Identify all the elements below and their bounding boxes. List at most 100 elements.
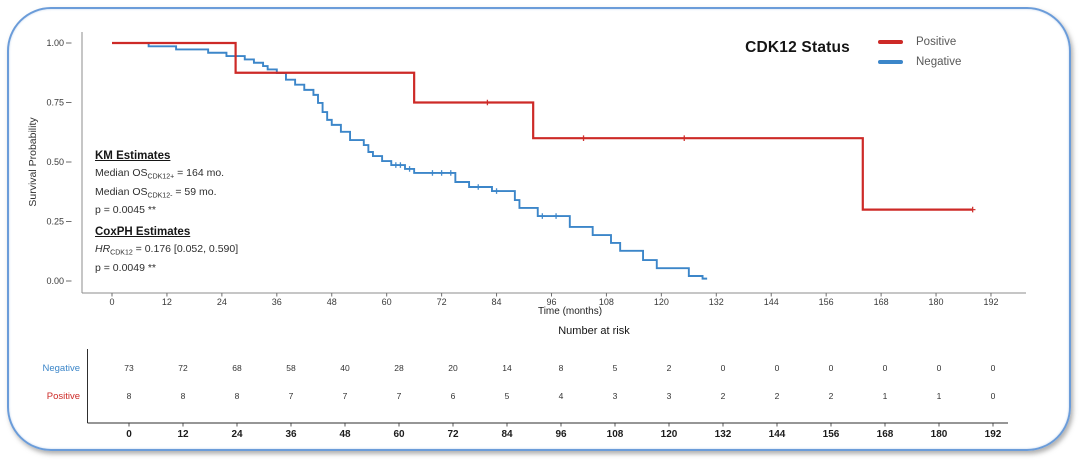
censor-mark-negative <box>429 170 436 176</box>
legend-label-negative: Negative <box>916 56 962 68</box>
censor-mark-negative <box>475 184 482 190</box>
x-tick-label: 72 <box>437 297 447 307</box>
x-tick-label: 36 <box>272 297 282 307</box>
x-tick-label: 180 <box>929 297 944 307</box>
risk-row-label-positive: Positive <box>47 391 80 402</box>
x-axis-title: Time (months) <box>537 306 603 317</box>
risk-axis-label: 0 <box>126 429 132 440</box>
km-median-negative-line: Median OSCDK12- = 59 mo. <box>95 185 217 200</box>
censor-mark-negative <box>553 213 559 219</box>
y-tick-label: 0.75 <box>46 98 64 108</box>
legend-title: CDK12 Status <box>745 39 850 56</box>
legend: Positive Negative <box>878 32 961 72</box>
x-tick-label: 60 <box>382 297 392 307</box>
risk-value-negative: 0 <box>829 363 834 373</box>
x-tick-label: 168 <box>874 297 889 307</box>
coxph-hr-line: HRCDK12 = 0.176 [0.052, 0.590] <box>95 243 239 257</box>
x-tick-label: 132 <box>709 297 724 307</box>
censor-mark-negative <box>406 166 413 172</box>
risk-axis-label: 36 <box>285 429 297 440</box>
risk-axis-label: 84 <box>501 429 513 440</box>
risk-value-positive: 2 <box>775 391 780 401</box>
risk-table-title: Number at risk <box>558 325 630 337</box>
risk-value-positive: 1 <box>883 391 888 401</box>
card-border <box>7 7 1071 451</box>
km-curve-positive <box>112 41 973 211</box>
coxph-estimates-annotation: CoxPH Estimates HRCDK12 = 0.176 [0.052, … <box>95 225 238 276</box>
censor-mark-negative <box>397 162 404 168</box>
risk-axis-label: 192 <box>985 429 1002 440</box>
risk-value-negative: 0 <box>937 363 942 373</box>
risk-value-negative: 8 <box>559 363 564 373</box>
risk-value-positive: 7 <box>343 391 348 401</box>
legend-item-positive: Positive <box>878 32 961 52</box>
km-median-positive-line: Median OSCDK12+ = 164 mo. <box>95 167 225 181</box>
censor-mark-positive <box>681 135 688 141</box>
risk-axis-label: 120 <box>661 429 678 440</box>
x-tick-label: 144 <box>764 297 779 307</box>
x-tick-label: 96 <box>546 297 556 307</box>
risk-axis-label: 60 <box>393 429 405 440</box>
risk-axis-label: 96 <box>555 429 567 440</box>
y-tick-label: 0.25 <box>46 217 64 227</box>
censor-mark-negative <box>447 170 454 176</box>
risk-value-positive: 8 <box>235 391 240 401</box>
risk-axis-label: 24 <box>231 429 243 440</box>
legend-label-positive: Positive <box>916 36 957 48</box>
risk-value-negative: 20 <box>448 363 458 373</box>
censor-mark-positive <box>969 206 976 213</box>
censor-mark-negative <box>493 188 500 194</box>
risk-axis-label: 168 <box>877 429 894 440</box>
risk-value-positive: 8 <box>181 391 186 401</box>
risk-axis-label: 48 <box>339 429 351 440</box>
risk-value-positive: 1 <box>937 391 942 401</box>
km-pvalue: p = 0.0045 ** <box>95 204 157 216</box>
y-tick-label: 1.00 <box>46 38 64 48</box>
risk-value-positive: 2 <box>721 391 726 401</box>
risk-value-negative: 72 <box>178 363 188 373</box>
risk-value-positive: 7 <box>289 391 294 401</box>
risk-value-negative: 0 <box>721 363 726 373</box>
risk-axis-label: 180 <box>931 429 948 440</box>
risk-value-negative: 73 <box>124 363 134 373</box>
risk-axis-label: 108 <box>607 429 624 440</box>
risk-value-positive: 0 <box>991 391 996 401</box>
risk-value-negative: 68 <box>232 363 242 373</box>
negative-color-swatch <box>878 60 903 64</box>
x-tick-label: 48 <box>327 297 337 307</box>
x-tick-label: 108 <box>599 297 614 307</box>
coxph-estimates-title: CoxPH Estimates <box>95 226 191 238</box>
x-tick-label: 120 <box>654 297 669 307</box>
x-tick-label: 0 <box>109 297 114 307</box>
risk-axis-label: 156 <box>823 429 840 440</box>
risk-value-negative: 5 <box>613 363 618 373</box>
risk-axis-label: 132 <box>715 429 732 440</box>
risk-value-negative: 0 <box>883 363 888 373</box>
km-estimates-annotation: KM Estimates Median OSCDK12+ = 164 mo. M… <box>95 149 224 218</box>
risk-row-label-negative: Negative <box>43 363 81 374</box>
risk-value-negative: 14 <box>502 363 512 373</box>
risk-value-negative: 0 <box>991 363 996 373</box>
x-tick-label: 84 <box>492 297 502 307</box>
km-curve-negative <box>112 42 708 280</box>
y-tick-label: 0.00 <box>46 276 64 286</box>
coxph-pvalue: p = 0.0049 ** <box>95 261 157 274</box>
risk-value-positive: 3 <box>667 391 672 401</box>
x-tick-label: 192 <box>983 297 998 307</box>
positive-color-swatch <box>878 40 903 44</box>
risk-axis-label: 144 <box>769 429 786 440</box>
risk-value-negative: 28 <box>394 363 404 373</box>
risk-value-positive: 5 <box>505 391 510 401</box>
x-tick-label: 156 <box>819 297 834 307</box>
risk-axis-label: 12 <box>177 429 189 440</box>
risk-value-positive: 2 <box>829 391 834 401</box>
risk-value-negative: 0 <box>775 363 780 373</box>
x-tick-label: 12 <box>162 297 172 307</box>
risk-value-negative: 2 <box>667 363 672 373</box>
km-estimates-title: KM Estimates <box>95 150 171 162</box>
legend-item-negative: Negative <box>878 52 961 72</box>
risk-axis-label: 72 <box>447 429 459 440</box>
censor-mark-positive <box>580 135 587 141</box>
